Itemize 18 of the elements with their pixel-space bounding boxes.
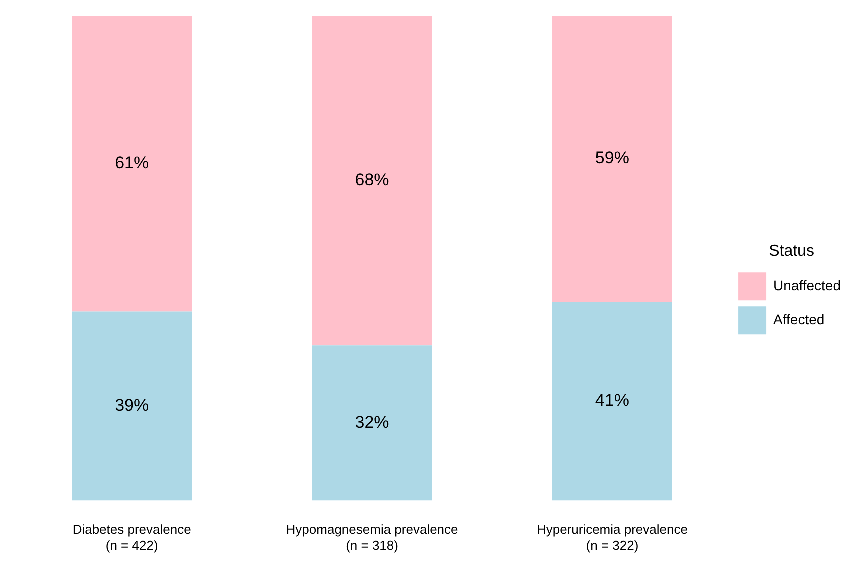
x-tick-label: Diabetes prevalence (n = 422) [72, 522, 192, 553]
data-label: 61% [115, 154, 150, 173]
bar [312, 16, 432, 346]
bar [552, 16, 672, 302]
data-label: 68% [355, 170, 390, 190]
x-tick-label: Hypomagnesemia prevalence (n = 318) [286, 522, 458, 553]
data-label: 32% [355, 412, 390, 432]
legend-label: Affected [774, 311, 825, 328]
data-label: 41% [595, 391, 630, 410]
legend-title: Status [769, 242, 814, 260]
bar [552, 302, 672, 501]
data-label: 39% [115, 396, 150, 415]
legend-label: Unaffected [774, 277, 842, 294]
data-label: 59% [595, 148, 630, 168]
bar [72, 16, 192, 312]
bar [312, 346, 432, 501]
x-tick-label: Hyperuricemia prevalence (n = 322) [536, 522, 688, 553]
bar [72, 312, 192, 501]
